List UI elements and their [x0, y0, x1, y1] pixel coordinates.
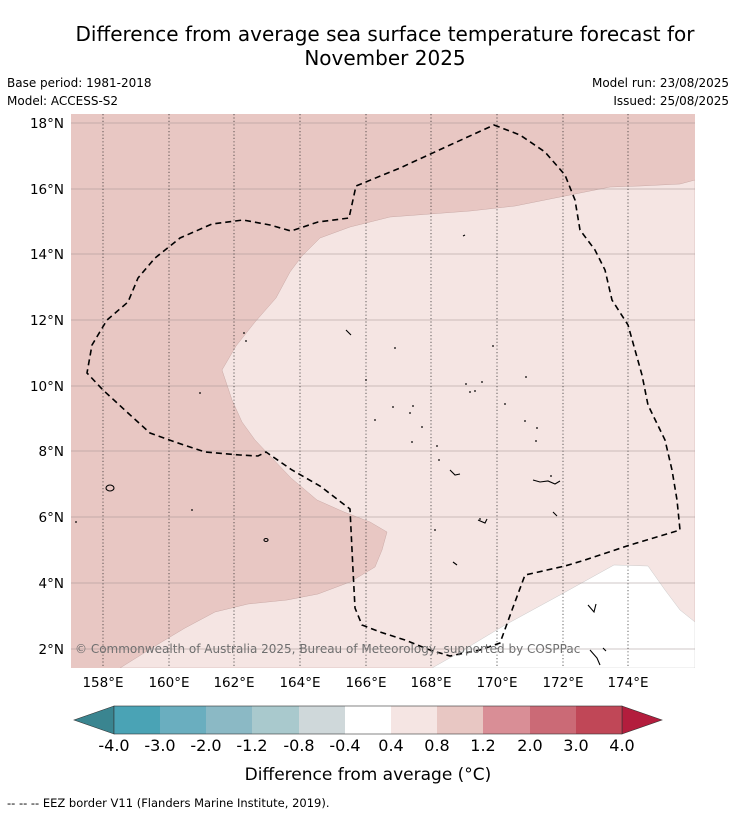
- island-11: [345, 329, 352, 336]
- lat-tick-label: 12°N: [30, 313, 64, 329]
- colorbar: -4.0 -3.0 -2.0 -1.2 -0.8 -0.4 0.4 0.8 1.2 2.0 3.0 4…: [73, 705, 663, 785]
- lat-gridlines: [71, 122, 695, 650]
- lon-tick-label: 172°E: [542, 675, 583, 691]
- island-12: [462, 234, 466, 237]
- lon-tick-label: 166°E: [345, 675, 386, 691]
- lat-tick-label: 10°N: [30, 379, 64, 395]
- colorbar-tick-label: -4.0: [98, 736, 129, 755]
- lon-tick-label: 162°E: [213, 675, 254, 691]
- island-4: [532, 479, 561, 485]
- colorbar-tick-label: 1.2: [470, 736, 495, 755]
- island-10: [602, 647, 607, 652]
- eez-border: [86, 124, 681, 657]
- lon-tick-label: 168°E: [410, 675, 451, 691]
- lat-tick-label: 18°N: [30, 116, 64, 132]
- lon-tick-label: 158°E: [82, 675, 123, 691]
- anomaly-region-moderate: [119, 179, 695, 668]
- map-area: © Commonwealth of Australia 2025, Bureau…: [71, 114, 695, 668]
- colorbar-segment: [391, 706, 437, 734]
- lat-axis: 18°N 16°N 14°N 12°N 10°N 8°N 6°N 4°N 2°N: [30, 116, 64, 658]
- lon-tick-label: 170°E: [476, 675, 517, 691]
- island-1: [105, 484, 115, 492]
- issued-date: Issued: 25/08/2025: [613, 94, 729, 108]
- footer-note: -- -- -- EEZ border V11 (Flanders Marine…: [7, 796, 330, 810]
- base-period: Base period: 1981-2018: [7, 76, 152, 90]
- islands: [105, 234, 607, 666]
- lat-tick-label: 14°N: [30, 247, 64, 263]
- lon-gridlines: [102, 114, 629, 668]
- island-8: [587, 603, 597, 614]
- colorbar-tick-label: 0.8: [424, 736, 449, 755]
- island-7: [452, 561, 458, 566]
- colorbar-segment: [345, 706, 391, 734]
- colorbar-segment: [576, 706, 622, 734]
- model-name: Model: ACCESS-S2: [7, 94, 119, 108]
- title-line-2: November 2025: [304, 46, 466, 70]
- colorbar-label: Difference from average (°C): [245, 765, 492, 785]
- colorbar-segment: [114, 706, 160, 734]
- colorbar-tick-label: 2.0: [517, 736, 542, 755]
- colorbar-tick-label: -2.0: [190, 736, 221, 755]
- island-2: [263, 537, 269, 543]
- colorbar-tick-label: 4.0: [609, 736, 634, 755]
- map-figure: © Commonwealth of Australia 2025, Bureau…: [30, 114, 695, 785]
- colorbar-segment: [299, 706, 345, 734]
- colorbar-segments: [114, 706, 622, 734]
- colorbar-outline: [113, 705, 623, 735]
- island-dots: [75, 332, 552, 531]
- copyright-notice: © Commonwealth of Australia 2025, Bureau…: [75, 642, 580, 656]
- anomaly-region-neutral: [431, 564, 695, 668]
- colorbar-under-arrow: [73, 705, 115, 735]
- colorbar-segment: [160, 706, 206, 734]
- lat-tick-label: 16°N: [30, 182, 64, 198]
- lat-tick-label: 6°N: [39, 510, 64, 526]
- island-9: [589, 649, 601, 666]
- island-6: [552, 511, 558, 517]
- lon-axis: 158°E 160°E 162°E 164°E 166°E 168°E 170°…: [82, 675, 648, 691]
- lon-tick-label: 164°E: [279, 675, 320, 691]
- lat-tick-label: 8°N: [39, 444, 64, 460]
- title-line-1: Difference from average sea surface temp…: [75, 22, 695, 46]
- island-3: [449, 469, 461, 476]
- colorbar-segment: [437, 706, 483, 734]
- colorbar-tick-label: -3.0: [144, 736, 175, 755]
- colorbar-segment: [206, 706, 252, 734]
- chart-title: Difference from average sea surface temp…: [40, 22, 730, 70]
- meta-left: Base period: 1981-2018 Model: ACCESS-S2: [7, 74, 152, 110]
- colorbar-tick-label: 3.0: [563, 736, 588, 755]
- island-5: [477, 518, 488, 524]
- model-run: Model run: 23/08/2025: [591, 76, 729, 90]
- colorbar-tick-label: -1.2: [236, 736, 267, 755]
- colorbar-tick-label: -0.4: [329, 736, 360, 755]
- lon-tick-label: 174°E: [607, 675, 648, 691]
- lat-tick-label: 2°N: [39, 642, 64, 658]
- lat-tick-label: 4°N: [39, 576, 64, 592]
- colorbar-over-arrow: [621, 705, 663, 735]
- colorbar-segment: [483, 706, 530, 734]
- meta-right: Model run: 23/08/2025 Issued: 25/08/2025: [592, 74, 729, 110]
- colorbar-tick-label: 0.4: [378, 736, 403, 755]
- lon-tick-label: 160°E: [148, 675, 189, 691]
- colorbar-segment: [530, 706, 576, 734]
- colorbar-ticks: -4.0 -3.0 -2.0 -1.2 -0.8 -0.4 0.4 0.8 1.2 2.0 3.0 4…: [98, 736, 634, 755]
- colorbar-tick-label: -0.8: [283, 736, 314, 755]
- colorbar-segment: [252, 706, 299, 734]
